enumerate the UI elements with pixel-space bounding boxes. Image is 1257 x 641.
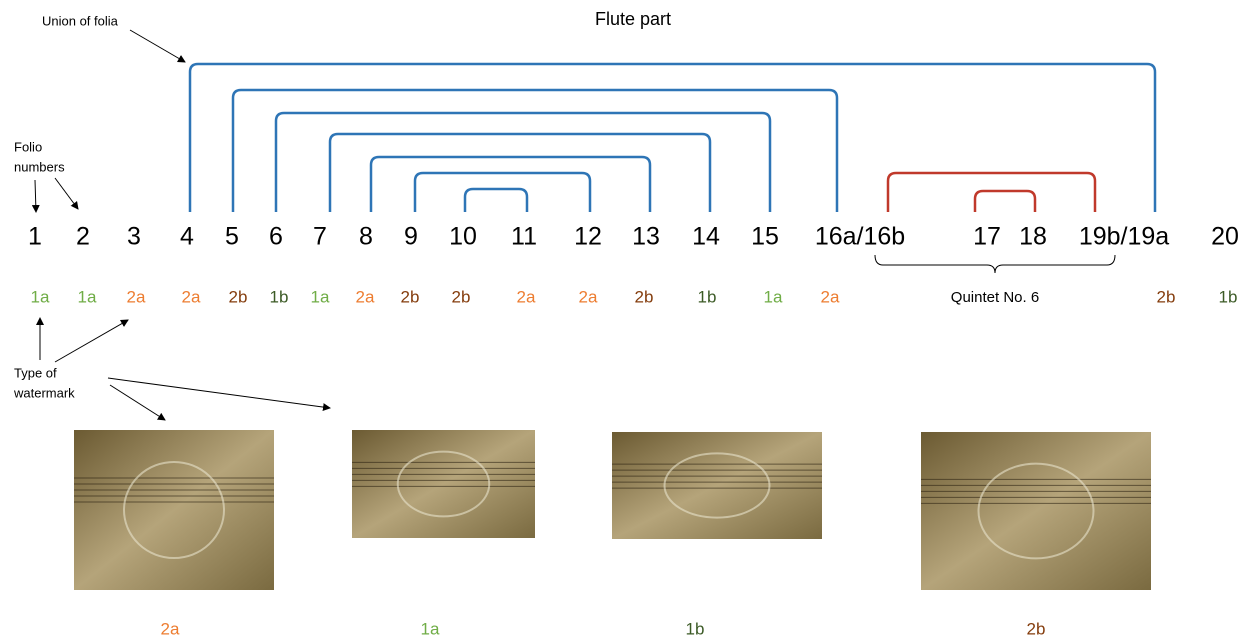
folio-number: 19b/19a [1079, 223, 1169, 251]
folio-number: 9 [404, 223, 418, 251]
watermark-type: 2a [127, 287, 146, 306]
watermark-type: 1b [1219, 287, 1238, 306]
image-caption: 2b [1027, 619, 1046, 638]
watermark-image [74, 430, 274, 590]
watermark-type: 1a [31, 287, 50, 306]
annotation: Type of [14, 365, 57, 380]
folio-number: 6 [269, 223, 283, 251]
folio-number: 3 [127, 223, 141, 251]
watermark-type: 2b [635, 287, 654, 306]
watermark-type: 2b [1157, 287, 1176, 306]
folia-bracket [888, 173, 1095, 212]
folia-bracket [276, 113, 770, 212]
watermark-type: 1a [764, 287, 783, 306]
image-caption: 1b [686, 619, 705, 638]
watermark-type: 2a [356, 287, 375, 306]
watermark-image [921, 432, 1151, 590]
folio-number: 1 [28, 223, 42, 251]
watermark-type: 1a [78, 287, 97, 306]
annotation: watermark [13, 385, 75, 400]
watermark-image [612, 432, 822, 539]
folio-number: 4 [180, 223, 194, 251]
diagram: Flute part Union of folia Folio numbers … [0, 0, 1257, 641]
watermark-type: 2a [821, 287, 840, 306]
watermark-type: 1b [698, 287, 717, 306]
folio-number: 8 [359, 223, 373, 251]
watermark-type: 1b [270, 287, 289, 306]
folio-number: 16a/16b [815, 223, 905, 251]
folio-number: 15 [751, 223, 779, 251]
annotation: numbers [14, 159, 65, 174]
image-caption: 1a [421, 619, 440, 638]
quintet-brace [875, 255, 1115, 273]
folia-bracket [975, 191, 1035, 212]
watermark-type: 2b [452, 287, 471, 306]
folia-bracket [371, 157, 650, 212]
folio-number: 11 [511, 223, 537, 251]
image-caption: 2a [161, 619, 180, 638]
folio-number: 7 [313, 223, 327, 251]
folio-number: 20 [1211, 223, 1239, 251]
quintet-label: Quintet No. 6 [951, 289, 1039, 306]
folia-bracket [233, 90, 837, 212]
folio-number: 5 [225, 223, 239, 251]
folia-bracket [415, 173, 590, 212]
folio-number: 13 [632, 223, 660, 251]
folio-number: 10 [449, 223, 477, 251]
watermark-type: 2b [401, 287, 420, 306]
folio-number: 2 [76, 223, 90, 251]
watermark-type: 1a [311, 287, 330, 306]
watermark-image [352, 430, 535, 538]
page: {"title": "Flute part", "annotations": {… [0, 0, 1257, 641]
folia-bracket [465, 189, 527, 212]
folio-number: 18 [1019, 223, 1047, 251]
watermark-type: 2a [182, 287, 201, 306]
watermark-type: 2a [517, 287, 536, 306]
title: Flute part [595, 9, 671, 29]
folio-number: 17 [973, 223, 1001, 251]
annotation: Folio [14, 139, 42, 154]
folio-number: 14 [692, 223, 720, 251]
folio-number: 12 [574, 223, 602, 251]
annotation: Union of folia [42, 13, 119, 28]
watermark-type: 2b [229, 287, 248, 306]
watermark-type: 2a [579, 287, 598, 306]
